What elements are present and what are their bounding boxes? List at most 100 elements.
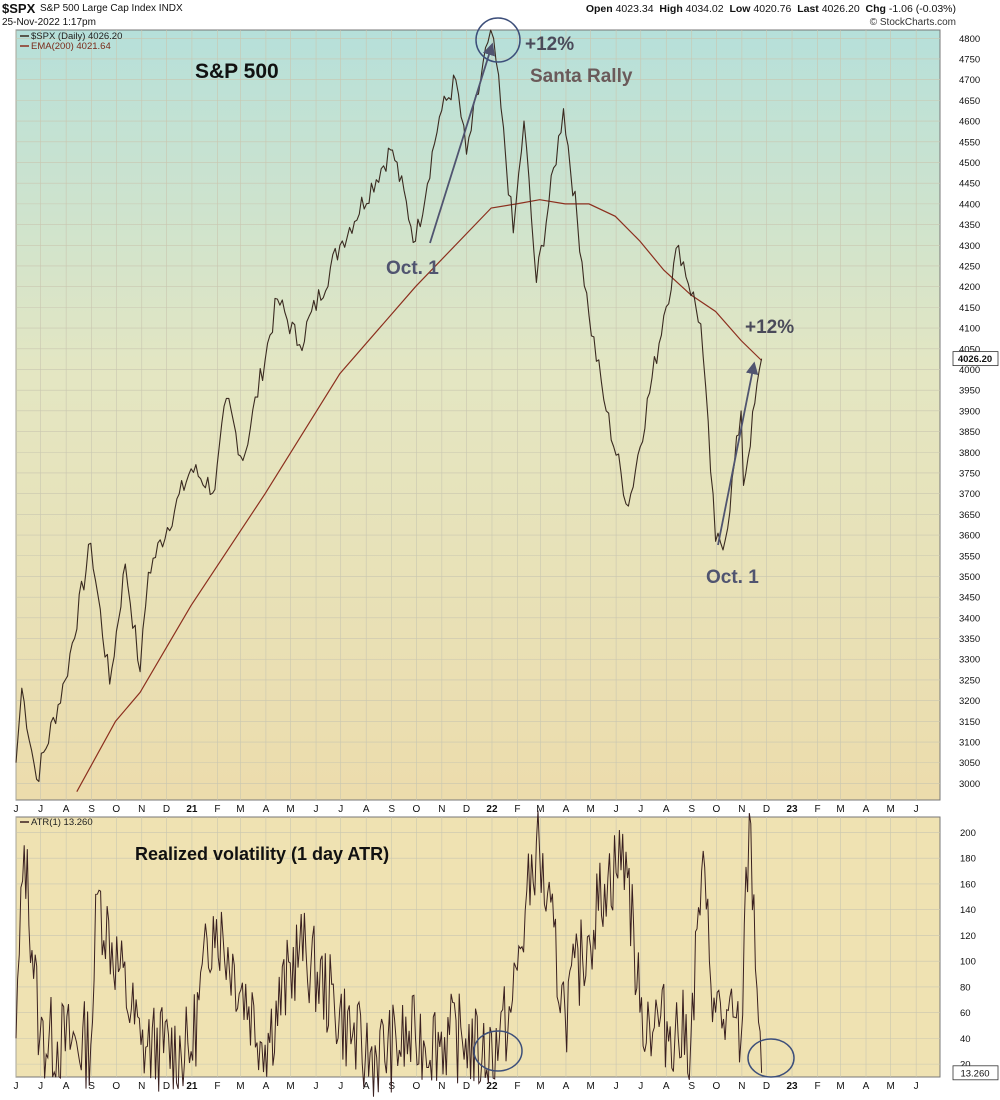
y-tick-label: 4250 [959,261,980,272]
atr-x-tick-label: M [536,1081,544,1092]
atr-x-tick-label: J [614,1081,619,1092]
x-tick-label: J [338,804,343,815]
high-label: High [659,3,683,15]
legend-atr: ATR(1) 13.260 [31,817,93,828]
chg-label: Chg [865,3,886,15]
y-tick-label: 3100 [959,738,980,749]
x-tick-label: F [214,804,220,815]
y-tick-label: 3500 [959,572,980,583]
legend-spx: $SPX (Daily) 4026.20 [31,31,122,42]
x-tick-label: A [663,804,670,815]
last-atr-tag: 13.260 [960,1068,989,1079]
y-tick-label: 4200 [959,282,980,293]
atr-x-tick-label: O [713,1081,721,1092]
y-tick-label: 3800 [959,448,980,459]
x-tick-label: A [263,804,270,815]
atr-x-tick-label: D [163,1081,170,1092]
atr-x-tick-label: F [814,1081,820,1092]
x-tick-label: D [763,804,770,815]
y-tick-label: 3450 [959,593,980,604]
annotation-oct1-left: Oct. 1 [386,258,439,279]
y-tick-label: 4450 [959,179,980,190]
atr-y-tick-label: 100 [960,957,976,968]
x-tick-label: O [713,804,721,815]
high-value: 4034.02 [685,3,724,15]
y-tick-label: 3550 [959,551,980,562]
y-tick-label: 4600 [959,117,980,128]
chart-datetime: 25-Nov-2022 1:17pm [2,17,96,28]
atr-x-tick-label: N [138,1081,145,1092]
low-label: Low [729,3,751,15]
y-tick-label: 4100 [959,324,980,335]
annotation-sp500: S&P 500 [195,60,279,83]
y-tick-label: 3600 [959,531,980,542]
atr-y-tick-label: 140 [960,905,976,916]
x-tick-label: J [314,804,319,815]
atr-legend: ATR(1) 13.260 [20,817,93,828]
atr-x-tick-label: M [887,1081,895,1092]
open-label: Open [585,3,613,15]
x-tick-label: S [388,804,395,815]
chart-header: $SPX S&P 500 Large Cap Index INDX 25-Nov… [0,0,1000,30]
atr-x-tick-label: F [214,1081,220,1092]
x-tick-label: O [412,804,420,815]
y-tick-label: 3000 [959,779,980,790]
x-tick-label: F [814,804,820,815]
atr-x-tick-label: M [586,1081,594,1092]
atr-x-tick-label: A [263,1081,270,1092]
atr-y-tick-label: 160 [960,879,976,890]
circle-atr-low-now [747,1038,795,1078]
y-tick-label: 4350 [959,220,980,231]
annotation-santa-rally: Santa Rally [530,66,633,87]
x-tick-label: F [514,804,520,815]
circle-top-peak [475,17,521,63]
last-label: Last [797,3,819,15]
y-tick-label: 3700 [959,489,980,500]
annotation-plus12-right: +12% [745,317,794,338]
x-tick-label: 22 [486,804,498,815]
symbol-description: S&P 500 Large Cap Index INDX [40,3,183,14]
circle-atr-low-2022 [473,1030,523,1072]
x-tick-label: O [112,804,120,815]
open-value: 4023.34 [615,3,654,15]
atr-y-tick-label: 20 [960,1060,971,1071]
x-tick-label: 23 [786,804,798,815]
y-tick-label: 4050 [959,344,980,355]
y-tick-label: 4550 [959,137,980,148]
atr-x-tick-label: N [738,1081,745,1092]
atr-x-tick-label: J [314,1081,319,1092]
atr-y-tick-label: 180 [960,854,976,865]
x-tick-label: A [563,804,570,815]
atr-x-tick-label: O [412,1081,420,1092]
brand-watermark: © StockCharts.com [869,17,956,28]
y-tick-label: 3750 [959,468,980,479]
y-tick-label: 3300 [959,655,980,666]
atr-x-tick-label: 23 [786,1081,798,1092]
annotation-atr-title: Realized volatility (1 day ATR) [135,844,389,864]
atr-y-tick-label: 200 [960,828,976,839]
y-tick-label: 3200 [959,696,980,707]
x-tick-label: M [586,804,594,815]
atr-x-tick-label: J [914,1081,919,1092]
price-panel-bg [15,29,941,801]
y-tick-label: 4700 [959,75,980,86]
atr-x-tick-label: A [663,1081,670,1092]
grid-lines [15,30,940,1077]
y-tick-label: 4750 [959,54,980,65]
y-tick-label: 3150 [959,717,980,728]
last-value: 4026.20 [821,3,860,15]
atr-y-tick-label: 120 [960,931,976,942]
x-tick-label: M [536,804,544,815]
atr-line [15,810,763,1097]
x-tick-label: S [688,804,695,815]
quote-bar: Open 4023.34 High 4034.02 Low 4020.76 La… [586,3,956,15]
chg-value: -1.06 (-0.03%) [888,3,956,15]
atr-x-tick-label: M [286,1081,294,1092]
atr-x-tick-label: D [463,1081,470,1092]
atr-x-tick-label: F [514,1081,520,1092]
x-tick-label: A [63,804,70,815]
atr-x-tick-label: J [338,1081,343,1092]
x-tick-label: J [614,804,619,815]
